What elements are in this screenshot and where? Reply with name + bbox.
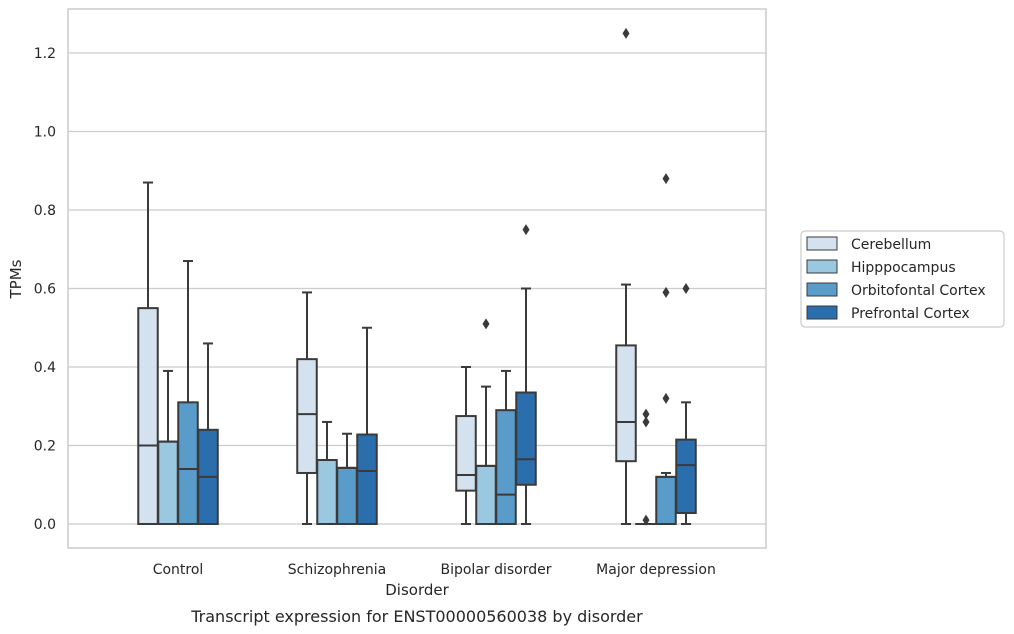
legend-swatch [806, 236, 838, 251]
series-cerebellum [137, 27, 637, 525]
box-series [137, 27, 697, 526]
y-axis-ticks: 0.0 0.2 0.4 0.6 0.8 1.0 1.2 [34, 46, 56, 533]
box-group [655, 173, 677, 525]
box-group [197, 342, 219, 525]
box [455, 415, 477, 492]
outlier-point [482, 318, 490, 330]
outlier-point [642, 416, 650, 428]
box [296, 358, 318, 474]
outlier-point [642, 408, 650, 420]
outlier-point [522, 224, 530, 236]
legend-label: Prefrontal Cortex [851, 306, 970, 322]
box-group [495, 369, 517, 525]
box [316, 459, 338, 525]
box [137, 307, 159, 525]
box-group [296, 291, 318, 525]
x-tick-label: Schizophrenia [288, 562, 386, 578]
plot-frame [67, 8, 767, 549]
box-group [336, 432, 358, 525]
legend: Cerebellum Hipppocampus Orbitofontal Corte… [800, 230, 1005, 328]
box [615, 344, 637, 463]
box-group [615, 27, 637, 525]
y-axis-label: TPMs [7, 259, 25, 299]
x-tick-label: Control [153, 562, 204, 578]
legend-swatch [806, 259, 838, 274]
box-group [635, 408, 657, 526]
y-tick-label: 1.2 [34, 46, 56, 62]
box [336, 466, 358, 525]
box-group [455, 366, 477, 525]
y-tick-label: 0.0 [34, 517, 56, 533]
box-group [316, 420, 338, 525]
legend-label: Cerebellum [851, 237, 931, 253]
box [356, 433, 378, 526]
y-tick-label: 1.0 [34, 125, 56, 141]
chart-caption: Transcript expression for ENST0000056003… [190, 607, 643, 626]
legend-label: Orbitofontal Cortex [851, 283, 986, 299]
legend-swatch [806, 305, 838, 320]
box [655, 475, 677, 525]
x-tick-label: Major depression [596, 562, 716, 578]
box [177, 401, 199, 526]
outlier-point [662, 173, 670, 185]
box [475, 464, 497, 526]
legend-swatch [806, 282, 838, 297]
y-tick-label: 0.6 [34, 282, 56, 298]
box-group [356, 326, 378, 526]
outlier-point [662, 392, 670, 404]
box-group [475, 318, 497, 526]
box-group [177, 260, 199, 526]
legend-label: Hipppocampus [851, 260, 956, 276]
series-orbitofontal-cortex [177, 173, 677, 526]
outlier-point [642, 514, 650, 526]
x-axis-ticks: Control Schizophrenia Bipolar disorder Majo… [153, 562, 716, 578]
series-prefrontal-cortex [197, 224, 697, 526]
x-axis-label: Disorder [385, 581, 449, 599]
box [515, 391, 537, 486]
x-tick-label: Bipolar disorder [440, 562, 551, 578]
y-tick-label: 0.4 [34, 360, 56, 376]
y-tick-label: 0.8 [34, 203, 56, 219]
box [495, 409, 517, 525]
outlier-point [662, 286, 670, 298]
y-tick-label: 0.2 [34, 439, 56, 455]
legend-frame [800, 230, 1005, 328]
series-hipppocampus [157, 318, 657, 526]
box-group [137, 181, 159, 525]
box [675, 438, 697, 515]
box-group [675, 283, 697, 525]
box-group [157, 369, 179, 526]
outlier-point [682, 283, 690, 294]
outlier-point [622, 27, 630, 39]
box [157, 440, 179, 526]
box-group [515, 224, 537, 525]
